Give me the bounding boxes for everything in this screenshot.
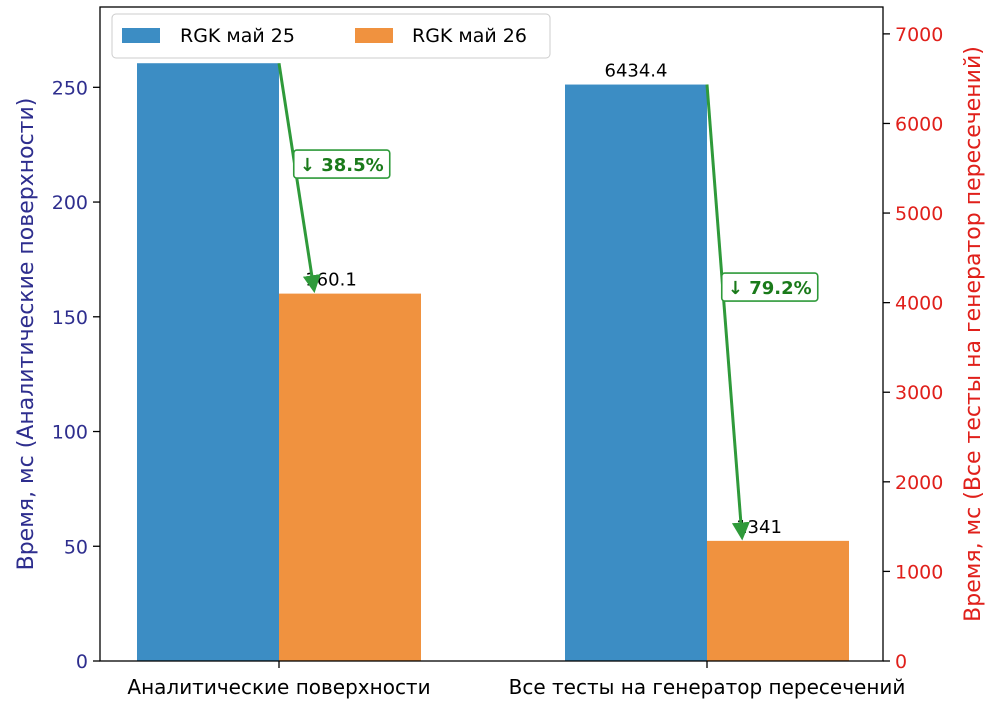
x-axis: Аналитические поверхности Все тесты на ге… [127,661,905,699]
left-tick-label-150: 150 [52,307,88,329]
value-label-may25-cat1: 6434.4 [605,61,668,82]
legend-label-may26: RGK май 26 [412,25,527,47]
plot-frame [99,6,884,662]
right-y-axis: 0 1000 2000 3000 4000 5000 6000 7000 [883,24,943,673]
left-tick-label-250: 250 [52,77,88,99]
legend-swatch-may25 [122,28,160,43]
bar-may25-cat0 [137,63,279,661]
annotations-group: ↓ 38.5% ↓ 79.2% [277,62,819,541]
left-tick-label-200: 200 [52,192,88,214]
reduction-label-cat0: ↓ 38.5% [300,155,384,176]
right-tick-label-4000: 4000 [895,293,943,315]
right-tick-label-7000: 7000 [895,24,943,46]
left-y-axis-title: Время, мс (Аналитические поверхности) [14,98,39,571]
reduction-badge-cat0 [292,149,391,179]
left-y-axis: 0 50 100 150 200 250 [52,77,100,673]
legend-swatch-may26 [355,28,393,43]
bar-may25-cat1 [565,84,707,661]
legend-label-may25: RGK май 25 [180,25,295,47]
right-tick-label-0: 0 [895,651,907,673]
x-tick-label-cat1: Все тесты на генератор пересечений [509,675,906,699]
right-tick-label-6000: 6000 [895,113,943,135]
x-tick-label-cat0: Аналитические поверхности [127,675,430,699]
reduction-label-cat1: ↓ 79.2% [728,278,812,299]
right-tick-label-1000: 1000 [895,561,943,583]
right-y-axis-title: Время, мс (Все тесты на генератор пересе… [961,46,986,622]
bar-may26-cat0 [279,293,421,661]
bars-group [137,63,849,661]
left-tick-label-0: 0 [76,651,88,673]
bar-may26-cat1 [707,540,849,661]
right-tick-label-2000: 2000 [895,472,943,494]
legend: RGK май 25 RGK май 26 [111,13,551,59]
legend-box [111,13,551,59]
left-tick-label-100: 100 [52,422,88,444]
right-tick-label-5000: 5000 [895,203,943,225]
right-tick-label-3000: 3000 [895,382,943,404]
left-tick-label-50: 50 [64,536,88,558]
reduction-badge-cat1 [720,272,819,302]
reduction-arrow-cat1 [705,84,750,541]
